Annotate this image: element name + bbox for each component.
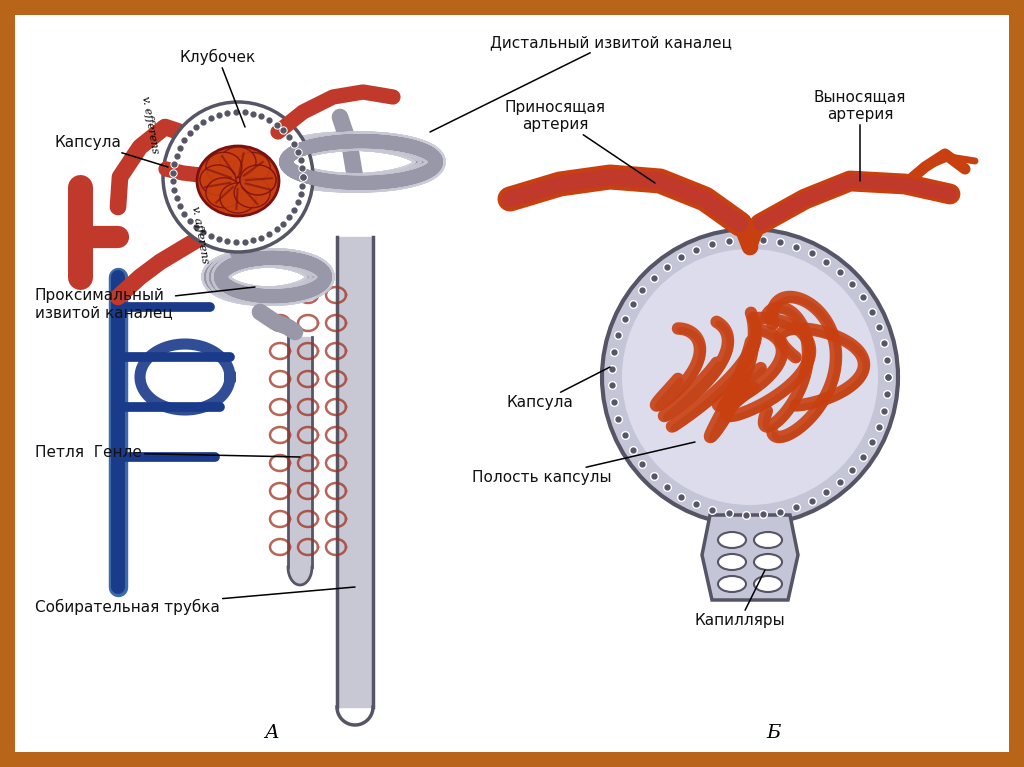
- Polygon shape: [702, 515, 798, 600]
- Text: Б: Б: [766, 724, 780, 742]
- Text: Капсула: Капсула: [507, 367, 610, 410]
- Text: Проксимальный
извитой каналец: Проксимальный извитой каналец: [35, 287, 255, 320]
- Text: А: А: [264, 724, 279, 742]
- Ellipse shape: [206, 178, 242, 208]
- Circle shape: [602, 229, 898, 525]
- Ellipse shape: [240, 165, 276, 195]
- Ellipse shape: [718, 554, 746, 570]
- Ellipse shape: [206, 153, 242, 183]
- Ellipse shape: [220, 183, 256, 213]
- Text: Выносящая
артерия: Выносящая артерия: [814, 90, 906, 181]
- Ellipse shape: [197, 146, 279, 216]
- Ellipse shape: [234, 153, 270, 183]
- Text: Собирательная трубка: Собирательная трубка: [35, 587, 355, 615]
- Circle shape: [622, 249, 878, 505]
- Text: Приносящая
артерия: Приносящая артерия: [505, 100, 655, 183]
- Text: Дистальный извитой каналец: Дистальный извитой каналец: [430, 35, 732, 132]
- Text: Полость капсулы: Полость капсулы: [472, 442, 695, 485]
- Ellipse shape: [754, 532, 782, 548]
- Ellipse shape: [718, 576, 746, 592]
- Ellipse shape: [754, 576, 782, 592]
- Text: Петля  Генле: Петля Генле: [35, 445, 300, 460]
- Polygon shape: [288, 567, 312, 585]
- Ellipse shape: [754, 554, 782, 570]
- Text: v. afferens: v. afferens: [190, 205, 210, 264]
- FancyBboxPatch shape: [15, 15, 1009, 752]
- Text: Капилляры: Капилляры: [694, 570, 785, 628]
- Ellipse shape: [240, 165, 276, 195]
- Ellipse shape: [220, 147, 256, 177]
- Ellipse shape: [718, 532, 746, 548]
- Ellipse shape: [200, 165, 236, 195]
- Text: v. efferens: v. efferens: [140, 95, 160, 154]
- Text: Клубочек: Клубочек: [180, 49, 256, 127]
- Ellipse shape: [234, 178, 270, 208]
- Circle shape: [163, 102, 313, 252]
- Text: Капсула: Капсула: [55, 135, 168, 167]
